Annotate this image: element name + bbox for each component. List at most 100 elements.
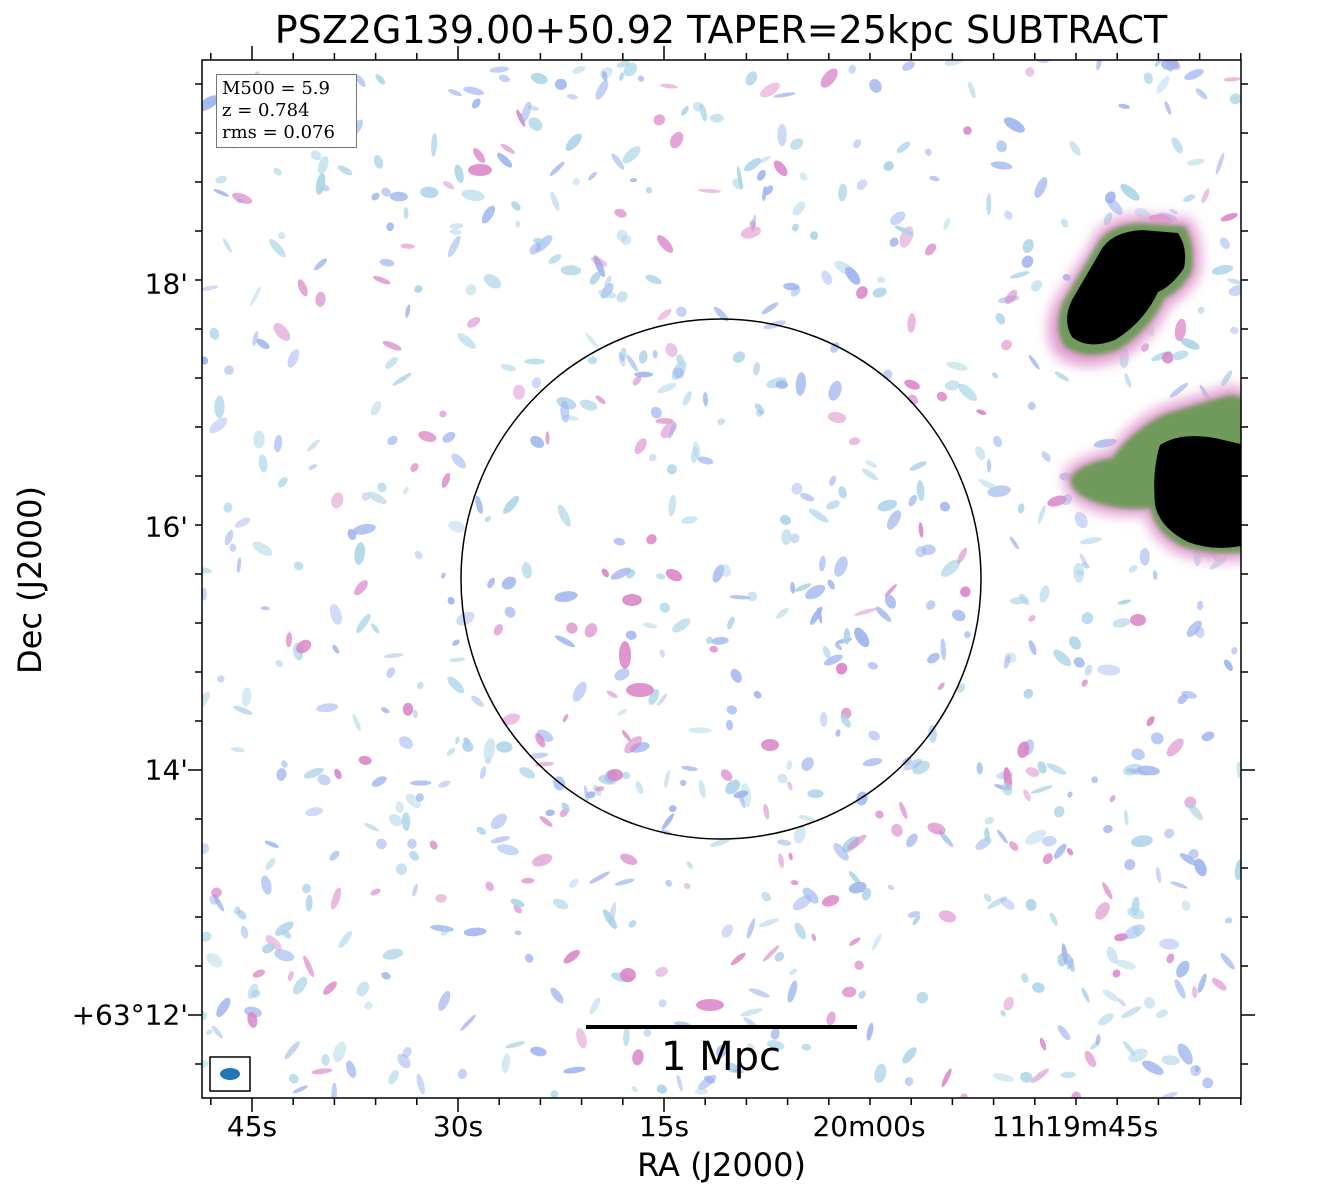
noise-blob bbox=[758, 155, 771, 164]
noise-blob bbox=[457, 1068, 467, 1080]
noise-blob bbox=[1201, 188, 1210, 204]
noise-blob bbox=[420, 186, 439, 199]
noise-blob bbox=[681, 516, 698, 524]
noise-blob bbox=[598, 289, 617, 299]
noise-blob bbox=[260, 606, 270, 611]
noise-blob bbox=[589, 271, 601, 285]
noise-blob bbox=[569, 878, 579, 888]
noise-blob bbox=[907, 910, 921, 918]
noise-blob bbox=[733, 790, 749, 799]
noise-blob bbox=[595, 786, 605, 792]
noise-blob bbox=[921, 544, 936, 556]
noise-blob bbox=[746, 918, 756, 939]
noise-blob bbox=[1223, 659, 1233, 672]
noise-blob bbox=[593, 255, 605, 278]
noise-blob bbox=[601, 70, 608, 81]
noise-blob bbox=[756, 169, 766, 181]
noise-blob bbox=[563, 949, 580, 964]
noise-blob bbox=[645, 274, 662, 285]
noise-blob bbox=[1081, 987, 1090, 1003]
noise-blob bbox=[835, 643, 842, 651]
noise-blob bbox=[352, 713, 361, 731]
noise-blob bbox=[1177, 694, 1188, 705]
noise-blob bbox=[927, 653, 940, 664]
noise-blob bbox=[329, 850, 340, 861]
noise-blob bbox=[886, 510, 902, 530]
noise-blob bbox=[1102, 882, 1113, 900]
axes-frame bbox=[201, 59, 1242, 1099]
noise-blob bbox=[1037, 761, 1047, 774]
noise-blob bbox=[719, 564, 732, 577]
noise-blob bbox=[853, 139, 862, 149]
noise-blob bbox=[364, 1001, 373, 1010]
noise-blob bbox=[388, 1069, 399, 1085]
noise-blob bbox=[717, 418, 726, 426]
noise-blob bbox=[521, 877, 535, 884]
noise-blob bbox=[848, 64, 856, 74]
noise-blob bbox=[211, 1025, 223, 1039]
noise-blob bbox=[529, 752, 549, 759]
noise-blob bbox=[716, 1044, 727, 1058]
noise-blob bbox=[1081, 679, 1088, 687]
noise-blob bbox=[1025, 829, 1047, 845]
noise-blob bbox=[418, 430, 437, 443]
noise-blob bbox=[448, 657, 466, 663]
chart-title: PSZ2G139.00+50.92 TAPER=25kpc SUBTRACT bbox=[274, 8, 1168, 52]
noise-blob bbox=[798, 814, 816, 822]
noise-blob bbox=[875, 606, 892, 622]
noise-blob bbox=[1073, 657, 1085, 668]
noise-blob bbox=[748, 988, 770, 998]
noise-blob bbox=[653, 114, 666, 126]
noise-blob bbox=[501, 576, 517, 590]
noise-blob bbox=[331, 492, 344, 509]
noise-blob bbox=[467, 316, 481, 328]
noise-blob bbox=[1021, 255, 1034, 268]
noise-blob bbox=[1197, 973, 1207, 993]
noise-blob bbox=[223, 502, 233, 513]
noise-blob bbox=[990, 161, 1013, 170]
noise-blob bbox=[1202, 1077, 1214, 1089]
noise-blob bbox=[554, 78, 567, 91]
noise-blob bbox=[352, 523, 376, 535]
noise-blob bbox=[382, 340, 402, 351]
noise-blob bbox=[457, 333, 476, 349]
noise-blob bbox=[854, 960, 864, 970]
noise-blob bbox=[528, 117, 543, 131]
noise-blob bbox=[1221, 370, 1233, 387]
noise-blob bbox=[258, 454, 268, 473]
noise-blob bbox=[984, 817, 995, 825]
noise-blob bbox=[899, 801, 908, 819]
noise-blob bbox=[688, 727, 712, 734]
noise-blob bbox=[1211, 978, 1227, 991]
noise-blob bbox=[1019, 593, 1030, 606]
noise-blob bbox=[619, 72, 624, 81]
noise-blob bbox=[916, 991, 929, 1004]
noise-blob bbox=[1163, 828, 1175, 839]
noise-blob bbox=[823, 654, 843, 666]
noise-blob bbox=[1042, 835, 1057, 847]
noise-blob bbox=[560, 265, 582, 276]
noise-blob bbox=[995, 312, 1006, 325]
noise-blob bbox=[554, 591, 578, 603]
noise-blob bbox=[1181, 900, 1191, 911]
noise-blob bbox=[1017, 741, 1030, 758]
noise-blob bbox=[763, 185, 774, 196]
noise-blob bbox=[1224, 917, 1233, 924]
noise-blob bbox=[838, 486, 847, 499]
noise-blob bbox=[680, 779, 687, 787]
noise-blob bbox=[656, 573, 666, 580]
noise-blob bbox=[698, 780, 706, 798]
noise-blob bbox=[1073, 562, 1084, 583]
noise-blob bbox=[389, 191, 408, 202]
noise-blob bbox=[1170, 881, 1188, 889]
noise-blob bbox=[505, 1041, 526, 1049]
noise-blob bbox=[800, 493, 815, 502]
noise-blob bbox=[1144, 997, 1156, 1009]
noise-blob bbox=[500, 363, 516, 372]
noise-blob bbox=[676, 354, 684, 366]
noise-blob bbox=[395, 801, 404, 813]
noise-blob bbox=[333, 1041, 347, 1063]
noise-blob bbox=[1121, 1006, 1142, 1019]
noise-blob bbox=[402, 702, 414, 716]
noise-blob bbox=[909, 461, 927, 471]
